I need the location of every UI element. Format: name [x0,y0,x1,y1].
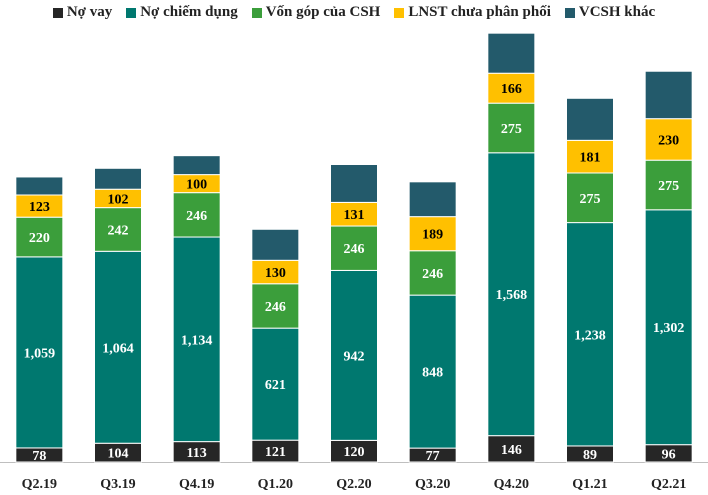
data-label: 246 [186,209,207,224]
bar-segment [644,209,693,446]
data-label: 230 [658,133,679,148]
data-label: 121 [265,445,286,460]
data-label: 275 [580,192,601,207]
bar-segment [15,256,64,449]
bar-segment [172,236,221,443]
data-label: 242 [108,223,129,238]
data-label: 1,059 [24,346,56,361]
legend-swatch [394,7,405,18]
legend-label: Nợ vay [66,4,113,20]
legend-item: Vốn góp của CSH [251,4,381,21]
bar-segment [408,294,457,449]
data-label: 113 [187,446,207,461]
x-tick-label: Q4.20 [494,477,529,492]
x-tick-label: Q2.21 [651,477,686,492]
bar-segment [487,72,536,104]
x-tick-label: Q1.21 [572,477,607,492]
legend-swatch [564,7,575,18]
legend-swatch [52,7,63,18]
data-label: 89 [583,448,597,463]
bar-segment [172,192,221,238]
data-label: 78 [32,449,46,464]
data-label: 1,568 [496,288,528,303]
legend-label: LNST chưa phân phối [408,4,551,20]
data-label: 96 [662,447,676,462]
data-label: 102 [108,192,129,207]
x-tick-label: Q2.19 [22,477,57,492]
data-label: 275 [658,179,679,194]
legend-label: Vốn góp của CSH [265,4,381,20]
data-label: 189 [422,228,443,243]
legend-swatch [126,7,137,18]
legend: Nợ vay Nợ chiếm dụng Vốn góp của CSH LNST c… [0,4,708,21]
data-label: 123 [29,200,50,215]
data-label: 275 [501,122,522,137]
bar-segment [566,97,614,141]
bar-segment [330,269,378,441]
data-label: 130 [265,266,286,281]
data-label: 246 [344,242,365,257]
bar-segment [408,250,457,296]
data-label: 166 [501,82,522,97]
legend-item: Nợ vay [52,4,113,21]
legend-item: VCSH khác [564,4,656,21]
x-tick-label: Q1.20 [258,477,293,492]
bar-segment [172,155,221,176]
x-tick-label: Q2.20 [336,477,371,492]
x-tick-label: Q3.20 [415,477,450,492]
bar-segment [566,139,614,174]
bar-segment [487,435,536,463]
bar-segment [487,32,536,74]
bar-segment [566,172,614,224]
data-label: 848 [422,366,443,381]
legend-swatch [251,7,262,18]
bar-segment [487,102,536,154]
bar-segment [644,70,693,120]
bar-segment [94,207,142,252]
bar-segment [408,181,457,218]
bar-segment [330,225,378,271]
bar-segment [408,216,457,252]
bar-segment [566,222,614,447]
legend-item: LNST chưa phân phối [394,4,551,21]
bar-segment [15,176,64,196]
legend-item: Nợ chiếm dụng [126,4,238,21]
data-label: 220 [29,231,50,246]
x-tick-label: Q4.19 [179,477,214,492]
data-label: 1,302 [653,321,685,336]
x-tick-label: Q3.19 [100,477,135,492]
data-label: 1,134 [181,333,213,348]
data-label: 120 [344,445,365,460]
data-label: 1,064 [102,341,134,356]
data-label: 1,238 [574,328,606,343]
bar-segment [487,152,536,437]
bar-segment [251,327,300,441]
bar-segment [94,250,142,444]
bar-segment [94,167,142,190]
bar-segment [644,118,693,161]
legend-label: VCSH khác [578,4,656,20]
bar-segment [251,283,300,329]
bar-segment [251,228,300,261]
data-label: 146 [501,443,522,458]
data-label: 100 [186,178,207,193]
data-label: 942 [344,349,365,364]
bar-segment [15,216,64,258]
bar-segment [644,159,693,211]
legend-label: Nợ chiếm dụng [140,4,238,20]
data-label: 104 [108,447,129,462]
bar-segment [330,164,378,203]
data-label: 181 [580,151,601,166]
data-label: 246 [422,267,443,282]
data-label: 77 [426,449,440,464]
data-label: 131 [344,208,365,223]
data-label: 246 [265,300,286,315]
data-label: 621 [265,378,286,393]
